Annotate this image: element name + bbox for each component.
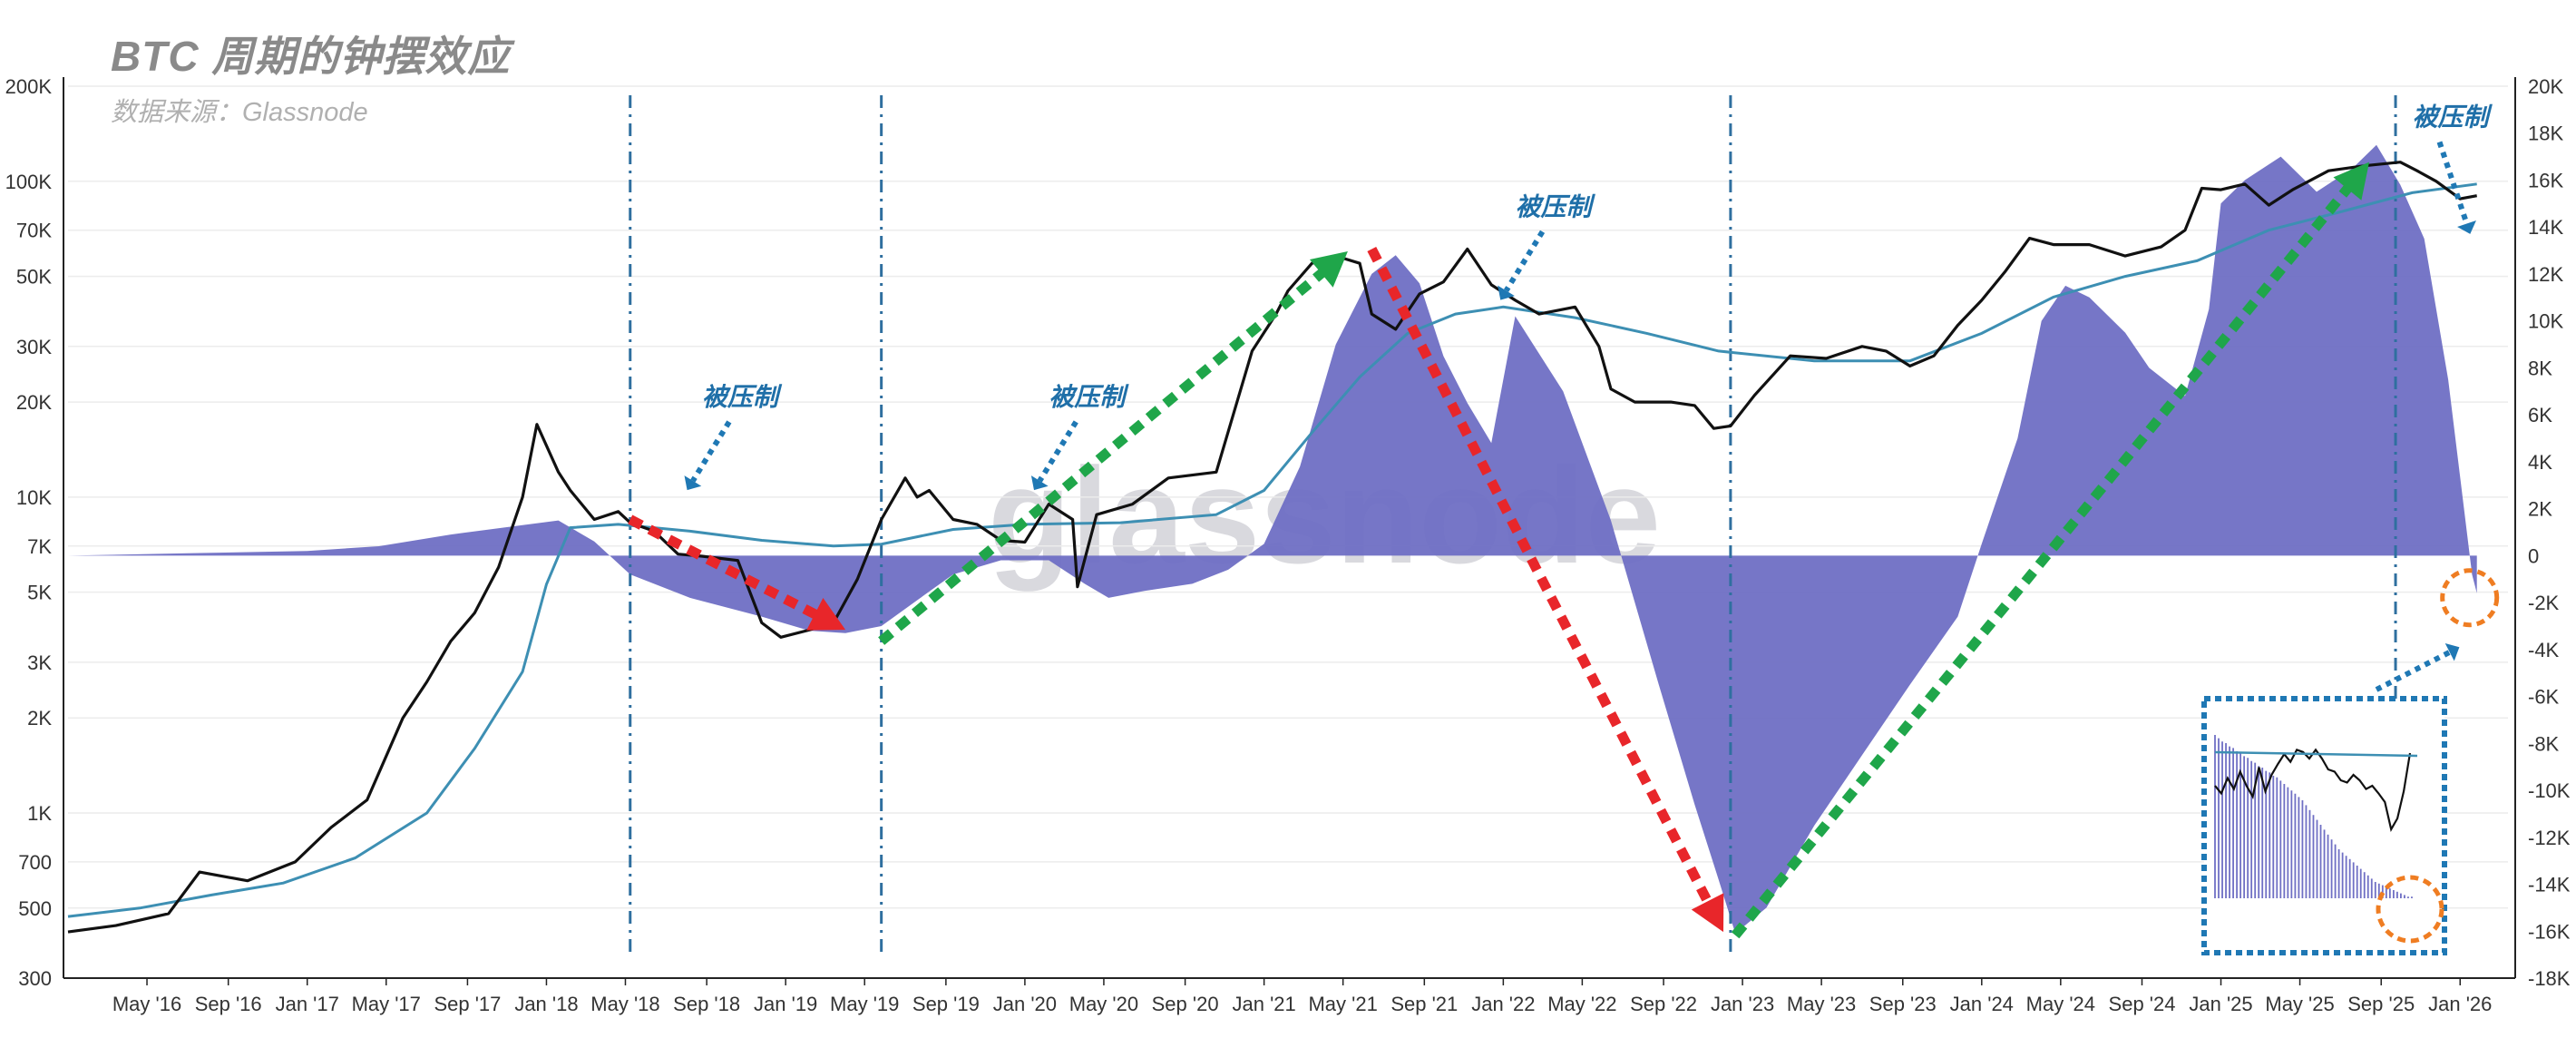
trend-arrow-shaft	[628, 514, 824, 622]
x-tick-label: May '19	[830, 993, 899, 1015]
right-tick-label: -18K	[2528, 967, 2571, 990]
left-tick-label: 30K	[16, 336, 52, 358]
suppressed-arrow-head	[1030, 475, 1049, 491]
suppressed-arrow	[2436, 141, 2470, 225]
suppressed-arrow-head	[2457, 220, 2476, 234]
x-tick-label: Sep '19	[912, 993, 980, 1015]
x-tick-label: Jan '26	[2428, 993, 2492, 1015]
left-tick-label: 700	[18, 851, 52, 874]
right-tick-label: 18K	[2528, 122, 2563, 145]
suppressed-label: 被压制	[1516, 191, 1596, 221]
left-tick-label: 1K	[27, 802, 52, 825]
x-tick-label: May '21	[1308, 993, 1377, 1015]
right-tick-label: -14K	[2528, 874, 2571, 896]
left-tick-label: 300	[18, 967, 52, 990]
suppressed-label: 被压制	[1049, 382, 1129, 412]
x-tick-label: May '24	[2026, 993, 2095, 1015]
left-tick-label: 7K	[27, 535, 52, 558]
trend-arrow-shaft	[878, 265, 1331, 645]
left-tick-label: 10K	[16, 486, 52, 509]
left-tick-label: 70K	[16, 220, 52, 242]
x-tick-label: May '16	[112, 993, 181, 1015]
trend-arrow-shaft	[1731, 180, 2356, 939]
right-tick-label: 16K	[2528, 169, 2563, 191]
inset-ma-line	[2214, 750, 2418, 758]
right-tick-label: 12K	[2528, 263, 2563, 286]
left-tick-label: 50K	[16, 266, 52, 289]
suppressed-arrow	[690, 420, 732, 483]
suppressed-arrow-head	[1498, 285, 1515, 300]
trend-arrow-head	[1691, 893, 1724, 933]
right-tick-label: -2K	[2528, 592, 2560, 614]
left-tick-label: 5K	[27, 582, 52, 604]
x-tick-label: Jan '22	[1471, 993, 1535, 1015]
suppressed-arrow	[1503, 230, 1546, 292]
x-tick-label: May '25	[2265, 993, 2334, 1015]
moving-average-line	[67, 182, 2477, 918]
x-tick-label: Sep '17	[434, 993, 501, 1015]
suppressed-label: 被压制	[702, 382, 783, 412]
left-tick-label: 3K	[27, 651, 52, 674]
inset-pointer-arrow	[2375, 650, 2452, 692]
right-tick-label: 20K	[2528, 75, 2563, 98]
right-tick-label: 10K	[2528, 310, 2563, 333]
x-tick-label: Sep '18	[673, 993, 740, 1015]
x-tick-label: May '22	[1547, 993, 1616, 1015]
inset-pointer-head	[2444, 642, 2460, 661]
x-tick-label: Sep '25	[2347, 993, 2415, 1015]
x-tick-label: Sep '20	[1152, 993, 1219, 1015]
suppressed-arrow	[1037, 420, 1078, 483]
left-tick-label: 2K	[27, 707, 52, 730]
right-tick-label: -6K	[2528, 686, 2560, 709]
x-tick-label: Jan '17	[276, 993, 339, 1015]
x-tick-label: May '23	[1787, 993, 1856, 1015]
x-tick-label: Jan '18	[514, 993, 578, 1015]
x-tick-label: Jan '23	[1711, 993, 1774, 1015]
suppressed-arrow-head	[684, 475, 702, 491]
chart-title: BTC 周期的钟摆效应	[111, 33, 511, 80]
right-tick-label: 8K	[2528, 357, 2552, 379]
trend-arrow-head	[806, 598, 846, 631]
chart-subtitle: 数据来源：Glassnode	[111, 98, 368, 127]
right-tick-label: -8K	[2528, 732, 2560, 755]
right-tick-label: 0	[2528, 544, 2539, 567]
right-tick-label: -12K	[2528, 827, 2571, 849]
right-tick-label: 6K	[2528, 404, 2552, 426]
x-tick-label: Jan '25	[2189, 993, 2252, 1015]
x-tick-label: Sep '16	[195, 993, 262, 1015]
trend-arrow-shaft	[1367, 246, 1715, 910]
x-tick-label: Sep '24	[2109, 993, 2176, 1015]
x-tick-label: Sep '23	[1869, 993, 1937, 1015]
right-tick-label: 2K	[2528, 498, 2552, 521]
oscillator-area	[68, 144, 2477, 934]
x-tick-label: Jan '21	[1232, 993, 1295, 1015]
trend-arrow-head	[1309, 251, 1348, 288]
left-tick-label: 500	[18, 897, 52, 920]
right-tick-label: 4K	[2528, 451, 2552, 474]
right-tick-label: -16K	[2528, 920, 2571, 943]
x-tick-label: Sep '21	[1390, 993, 1458, 1015]
right-tick-label: -4K	[2528, 639, 2560, 661]
x-tick-label: Jan '19	[754, 993, 817, 1015]
highlight-circle	[2440, 568, 2500, 628]
suppressed-label: 被压制	[2413, 102, 2493, 132]
right-tick-label: -10K	[2528, 779, 2571, 802]
right-tick-label: 14K	[2528, 216, 2563, 239]
x-tick-label: Jan '20	[993, 993, 1057, 1015]
left-tick-label: 20K	[16, 391, 52, 414]
x-tick-label: May '17	[352, 993, 421, 1015]
x-tick-label: Sep '22	[1630, 993, 1697, 1015]
trend-arrow-head	[2333, 162, 2370, 201]
x-tick-label: May '18	[590, 993, 659, 1015]
inset-highlight-circle	[2376, 875, 2444, 944]
price-line	[67, 161, 2477, 934]
x-tick-label: Jan '24	[1950, 993, 2014, 1015]
left-tick-label: 100K	[5, 171, 53, 193]
x-tick-label: May '20	[1069, 993, 1138, 1015]
left-tick-label: 200K	[5, 75, 53, 98]
